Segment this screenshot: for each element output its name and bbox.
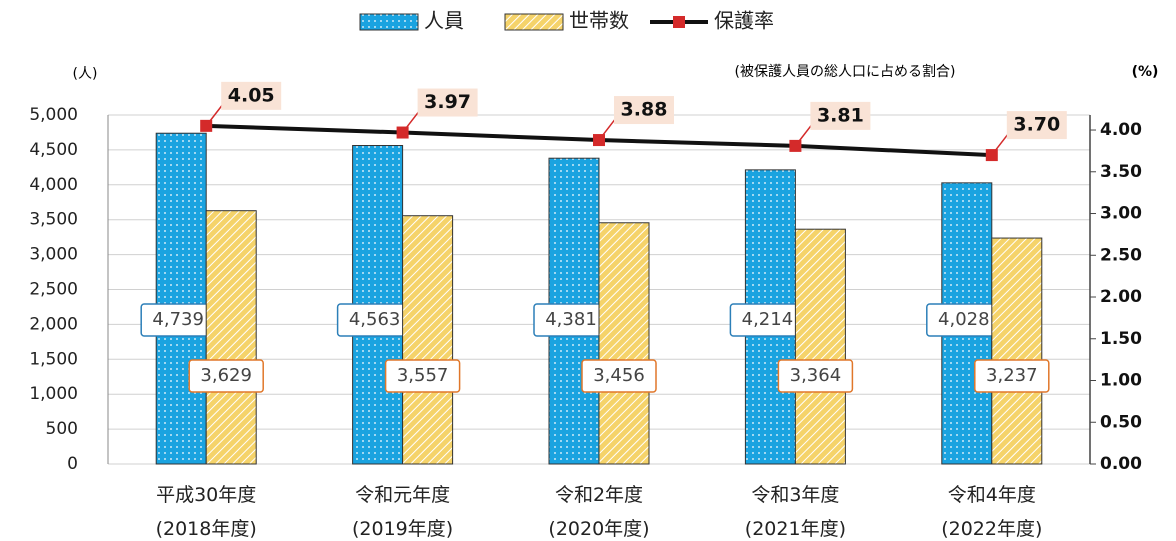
data-label-box xyxy=(614,96,674,125)
data-label: 4,214 xyxy=(742,309,794,330)
y2-tick-label: 3.00 xyxy=(1100,204,1142,224)
data-label-box xyxy=(1006,111,1067,140)
data-label: 3.97 xyxy=(424,91,471,113)
leader xyxy=(402,110,421,133)
x-tick-label: 平成30年度 (2018年度) xyxy=(155,484,257,540)
y-tick-label: 5,000 xyxy=(29,105,78,125)
y2-tick-label: 1.00 xyxy=(1100,371,1142,391)
y-tick-label: 0 xyxy=(67,454,78,474)
data-label-box xyxy=(417,88,478,117)
data-label: 3.70 xyxy=(1013,114,1060,136)
data-label-box xyxy=(810,101,871,130)
y2-tick-label: 2.50 xyxy=(1100,245,1142,265)
bar xyxy=(155,132,207,465)
y-unit: (人) xyxy=(73,66,98,82)
data-label: 3,557 xyxy=(397,365,449,386)
data-label: 3.81 xyxy=(817,104,864,126)
data-label: 4,028 xyxy=(938,309,990,330)
x-tick-label: 令和3年度 (2021年度) xyxy=(744,484,846,540)
y-tick-label: 4,500 xyxy=(29,140,78,160)
y-tick-label: 3,500 xyxy=(29,210,78,230)
leader xyxy=(598,117,617,141)
data-label: 3,456 xyxy=(593,365,645,386)
data-label: 4.05 xyxy=(228,84,275,106)
y-tick-label: 2,000 xyxy=(29,314,78,334)
legend-label: 人員 xyxy=(424,9,464,33)
data-label-box xyxy=(974,359,1050,393)
data-label-box xyxy=(188,359,264,393)
bar xyxy=(991,237,1043,465)
bar xyxy=(794,228,846,465)
data-label: 4,739 xyxy=(152,309,204,330)
y-tick-label: 1,500 xyxy=(29,349,78,369)
y2-tick-label: 1.50 xyxy=(1100,329,1142,349)
data-label-box xyxy=(581,359,657,393)
bar xyxy=(205,210,257,465)
leader xyxy=(205,103,224,127)
data-label: 3,237 xyxy=(986,365,1038,386)
y2-tick-label: 3.50 xyxy=(1100,162,1142,182)
x-tick-label: 令和元年度 (2019年度) xyxy=(352,484,454,540)
y-tick-label: 3,000 xyxy=(29,245,78,265)
data-label: 3,629 xyxy=(200,365,252,386)
data-label: 4,381 xyxy=(545,309,597,330)
legend-label: 保護率 xyxy=(714,9,774,33)
x-tick-label: 令和4年度 (2022年度) xyxy=(941,484,1043,540)
data-label-box xyxy=(384,359,461,393)
legend-label: 世帯数 xyxy=(569,9,629,33)
y2-tick-label: 0.50 xyxy=(1100,412,1142,432)
legend-swatch xyxy=(504,13,564,31)
annotation: (被保護人員の総人口に占める割合) xyxy=(735,63,956,80)
y-tick-label: 4,000 xyxy=(29,175,78,195)
data-label: 4,563 xyxy=(349,309,401,330)
leader xyxy=(991,132,1010,156)
data-label: 3.88 xyxy=(621,99,668,121)
y-tick-label: 1,000 xyxy=(29,384,78,404)
y-tick-label: 2,500 xyxy=(29,280,78,300)
leader xyxy=(794,123,813,147)
bar xyxy=(598,222,650,465)
data-label: 3,364 xyxy=(790,365,842,386)
y-tick-label: 500 xyxy=(46,419,78,439)
x-tick-label: 令和2年度 (2020年度) xyxy=(548,484,650,540)
y2-tick-label: 0.00 xyxy=(1100,454,1142,474)
y2-unit: (%) xyxy=(1132,64,1159,80)
legend-swatch xyxy=(359,13,419,31)
data-label-box xyxy=(777,359,854,393)
y2-tick-label: 4.00 xyxy=(1100,120,1142,140)
bar xyxy=(402,215,454,465)
legend-marker xyxy=(673,16,685,28)
data-label-box xyxy=(221,81,282,110)
y2-tick-label: 2.00 xyxy=(1100,287,1142,307)
